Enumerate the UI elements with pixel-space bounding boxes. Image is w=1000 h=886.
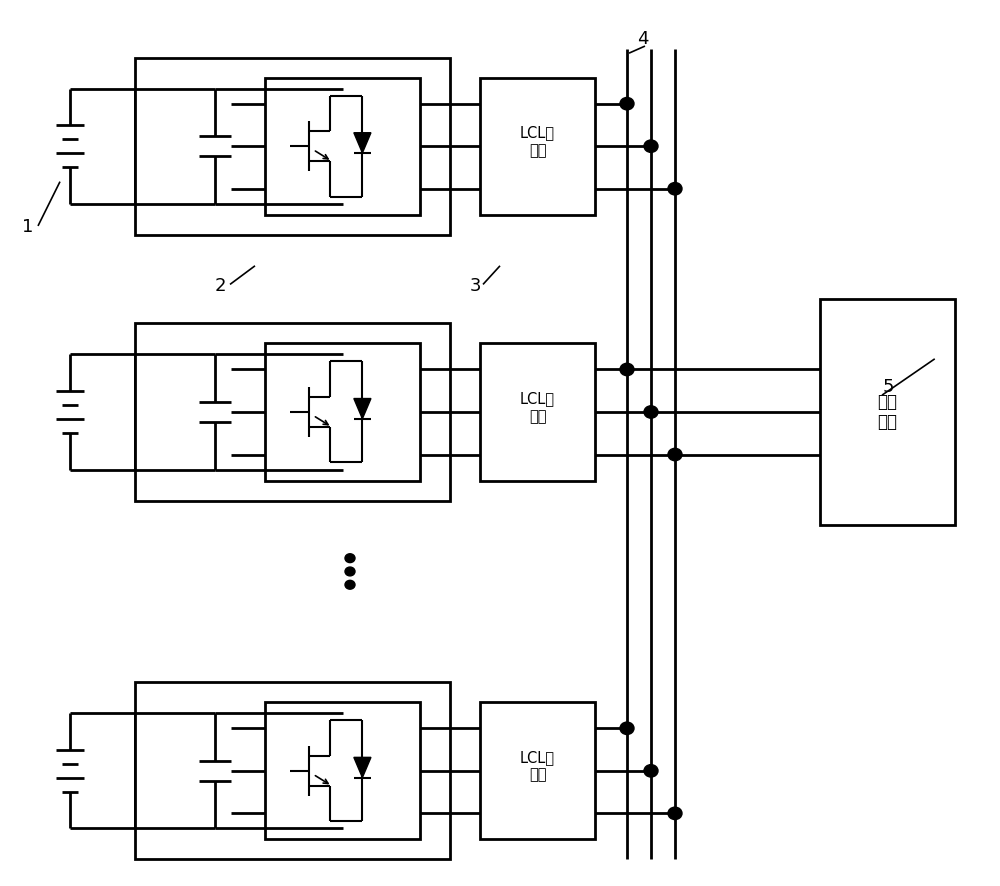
Text: 5: 5 <box>883 377 895 396</box>
Bar <box>480 78 595 215</box>
Bar <box>480 343 595 480</box>
Circle shape <box>644 406 658 418</box>
Text: LCL滤
波器: LCL滤 波器 <box>520 126 555 158</box>
Text: 2: 2 <box>215 276 226 295</box>
Text: LCL滤
波器: LCL滤 波器 <box>520 750 555 782</box>
Bar <box>135 323 450 501</box>
Bar <box>265 78 420 215</box>
Bar <box>265 702 420 840</box>
Text: 3: 3 <box>470 276 482 295</box>
Bar <box>820 299 955 525</box>
Circle shape <box>668 448 682 461</box>
Bar <box>265 343 420 480</box>
Bar <box>135 682 450 859</box>
Bar <box>480 702 595 840</box>
Circle shape <box>644 765 658 777</box>
Bar <box>135 58 450 235</box>
Circle shape <box>668 807 682 820</box>
Circle shape <box>620 97 634 110</box>
Polygon shape <box>354 399 371 419</box>
Circle shape <box>620 363 634 376</box>
Circle shape <box>345 567 355 576</box>
Text: 公共
负载: 公共 负载 <box>878 392 898 431</box>
Circle shape <box>668 183 682 195</box>
Text: LCL滤
波器: LCL滤 波器 <box>520 392 555 424</box>
Circle shape <box>620 722 634 734</box>
Circle shape <box>345 580 355 589</box>
Polygon shape <box>354 133 371 153</box>
Text: 4: 4 <box>637 30 648 49</box>
Polygon shape <box>354 758 371 778</box>
Circle shape <box>345 554 355 563</box>
Circle shape <box>644 140 658 152</box>
Text: 1: 1 <box>22 218 33 237</box>
